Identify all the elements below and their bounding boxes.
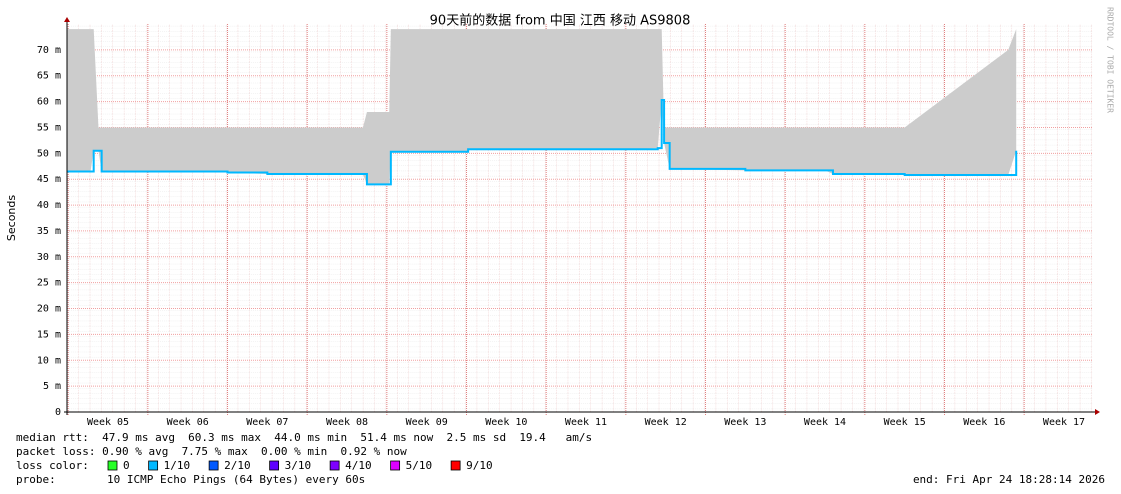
y-tick-label: 10 m	[37, 355, 61, 366]
stats: median rtt: 47.9 ms avg 60.3 ms max 44.0…	[16, 431, 592, 444]
legend-swatch	[107, 460, 118, 471]
y-tick-label: 30 m	[37, 252, 61, 263]
legend-swatch	[148, 460, 159, 471]
x-tick-label: Week 08	[326, 417, 368, 428]
y-tick-label: 50 m	[37, 148, 61, 159]
smoke	[67, 29, 1017, 185]
y-tick-label: 65 m	[37, 71, 61, 82]
x-tick-label: Week 14	[804, 417, 846, 428]
arrow	[1095, 409, 1100, 415]
x-tick-label: Week 07	[246, 417, 288, 428]
legend-label: 1/10	[164, 459, 191, 472]
stats: packet loss: 0.90 % avg 7.75 % max 0.00 …	[16, 445, 407, 458]
probe: 10 ICMP Echo Pings (64 Bytes) every 60s	[107, 473, 365, 486]
legend-label: 0	[123, 459, 130, 472]
legend-swatch	[450, 460, 461, 471]
legend-swatch	[329, 460, 340, 471]
x-tick-label: Week 10	[485, 417, 527, 428]
legend-label: 3/10	[285, 459, 312, 472]
y-tick-label: 70 m	[37, 45, 61, 56]
x-tick-label: Week 15	[884, 417, 926, 428]
x-tick-label: Week 09	[406, 417, 448, 428]
y-tick-label: 55 m	[37, 122, 61, 133]
y-axis-label: Seconds	[5, 195, 18, 241]
end-time: end: Fri Apr 24 18:28:14 2026	[913, 473, 1105, 486]
x-tick-label: Week 05	[87, 417, 129, 428]
legend-swatch	[269, 460, 280, 471]
y-tick-label: 20 m	[37, 304, 61, 315]
x-tick-label: Week 12	[645, 417, 687, 428]
median-line	[67, 99, 1018, 186]
y-tick-label: 5 m	[43, 381, 61, 392]
chart-title: 90天前的数据 from 中国 江西 移动 AS9808	[430, 13, 691, 29]
legend-label: 9/10	[466, 459, 493, 472]
legend-label: 2/10	[224, 459, 251, 472]
y-tick-label: 45 m	[37, 174, 61, 185]
legend-label: loss color:	[16, 459, 89, 472]
y-tick-label: 60 m	[37, 97, 61, 108]
x-tick-label: Week 06	[167, 417, 209, 428]
y-tick-label: 15 m	[37, 329, 61, 340]
y-tick-label: 25 m	[37, 278, 61, 289]
x-tick-label: Week 11	[565, 417, 607, 428]
arrow	[64, 17, 70, 22]
x-tick-label: Week 16	[963, 417, 1005, 428]
y-tick-label: 0	[55, 407, 61, 418]
y-tick-label: 40 m	[37, 200, 61, 211]
credit: RRDTOOL / TOBI OETIKER	[1106, 7, 1115, 113]
legend-label: 4/10	[345, 459, 372, 472]
probe-label: probe:	[16, 473, 56, 486]
x-tick-label: Week 17	[1043, 417, 1085, 428]
x-tick-label: Week 13	[724, 417, 766, 428]
y-tick-label: 35 m	[37, 226, 61, 237]
legend-swatch	[208, 460, 219, 471]
legend-label: 5/10	[406, 459, 433, 472]
legend-swatch	[390, 460, 401, 471]
